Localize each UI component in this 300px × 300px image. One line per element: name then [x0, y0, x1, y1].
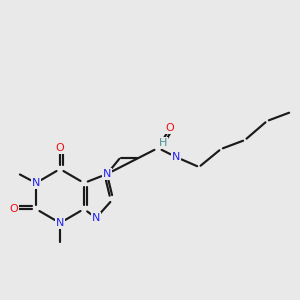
Text: N: N [103, 169, 111, 179]
Text: H: H [159, 138, 167, 148]
Text: N: N [172, 152, 180, 162]
Text: N: N [56, 218, 64, 228]
Text: O: O [56, 143, 64, 153]
Text: N: N [32, 178, 40, 188]
Text: N: N [92, 213, 100, 223]
Text: O: O [166, 123, 174, 133]
Text: O: O [10, 204, 18, 214]
